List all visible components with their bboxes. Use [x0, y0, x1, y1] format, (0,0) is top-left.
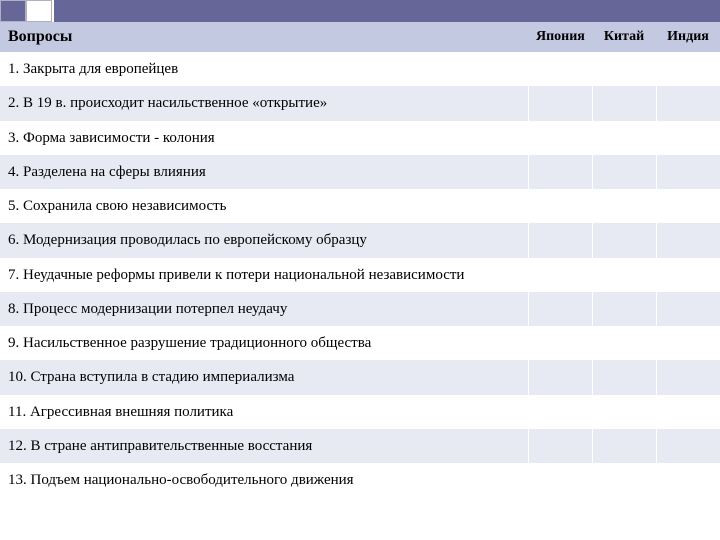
question-cell: 10. Страна вступила в стадию империализм…	[0, 360, 528, 394]
header-china: Китай	[592, 22, 656, 52]
table-row: 9. Насильственное разрушение традиционно…	[0, 326, 720, 360]
question-cell: 7. Неудачные реформы привели к потери на…	[0, 258, 528, 292]
china-cell	[592, 463, 656, 497]
table-row: 11. Агрессивная внешняя политика	[0, 395, 720, 429]
china-cell	[592, 360, 656, 394]
table-row: 10. Страна вступила в стадию империализм…	[0, 360, 720, 394]
india-cell	[656, 121, 720, 155]
japan-cell	[528, 360, 592, 394]
table-row: 8. Процесс модернизации потерпел неудачу	[0, 292, 720, 326]
india-cell	[656, 463, 720, 497]
table-row: 3. Форма зависимости - колония	[0, 121, 720, 155]
india-cell	[656, 292, 720, 326]
china-cell	[592, 189, 656, 223]
japan-cell	[528, 52, 592, 86]
question-cell: 8. Процесс модернизации потерпел неудачу	[0, 292, 528, 326]
china-cell	[592, 292, 656, 326]
question-cell: 3. Форма зависимости - колония	[0, 121, 528, 155]
question-cell: 5. Сохранила свою независимость	[0, 189, 528, 223]
table-row: 2. В 19 в. происходит насильственное «от…	[0, 86, 720, 120]
table-row: 13. Подъем национально-освободительного …	[0, 463, 720, 497]
table-header-row: Вопросы Япония Китай Индия	[0, 22, 720, 52]
table-row: 4. Разделена на сферы влияния	[0, 155, 720, 189]
question-cell: 11. Агрессивная внешняя политика	[0, 395, 528, 429]
japan-cell	[528, 395, 592, 429]
india-cell	[656, 360, 720, 394]
header-japan: Япония	[528, 22, 592, 52]
table-row: 1. Закрыта для европейцев	[0, 52, 720, 86]
china-cell	[592, 429, 656, 463]
question-cell: 1. Закрыта для европейцев	[0, 52, 528, 86]
japan-cell	[528, 155, 592, 189]
comparison-table: Вопросы Япония Китай Индия 1. Закрыта дл…	[0, 22, 720, 497]
japan-cell	[528, 189, 592, 223]
deco-box-filled	[0, 0, 26, 22]
table-row: 12. В стране антиправительственные восст…	[0, 429, 720, 463]
table-body: 1. Закрыта для европейцев 2. В 19 в. про…	[0, 52, 720, 497]
japan-cell	[528, 258, 592, 292]
deco-bar	[54, 0, 720, 22]
table-row: 7. Неудачные реформы привели к потери на…	[0, 258, 720, 292]
india-cell	[656, 155, 720, 189]
japan-cell	[528, 86, 592, 120]
question-cell: 6. Модернизация проводилась по европейск…	[0, 223, 528, 257]
china-cell	[592, 395, 656, 429]
japan-cell	[528, 429, 592, 463]
india-cell	[656, 258, 720, 292]
japan-cell	[528, 292, 592, 326]
china-cell	[592, 258, 656, 292]
india-cell	[656, 189, 720, 223]
india-cell	[656, 429, 720, 463]
question-cell: 9. Насильственное разрушение традиционно…	[0, 326, 528, 360]
china-cell	[592, 121, 656, 155]
question-cell: 4. Разделена на сферы влияния	[0, 155, 528, 189]
table-row: 6. Модернизация проводилась по европейск…	[0, 223, 720, 257]
question-cell: 12. В стране антиправительственные восст…	[0, 429, 528, 463]
japan-cell	[528, 326, 592, 360]
china-cell	[592, 155, 656, 189]
japan-cell	[528, 463, 592, 497]
header-india: Индия	[656, 22, 720, 52]
china-cell	[592, 52, 656, 86]
japan-cell	[528, 223, 592, 257]
japan-cell	[528, 121, 592, 155]
india-cell	[656, 395, 720, 429]
top-decoration	[0, 0, 720, 22]
india-cell	[656, 223, 720, 257]
india-cell	[656, 86, 720, 120]
question-cell: 2. В 19 в. происходит насильственное «от…	[0, 86, 528, 120]
china-cell	[592, 326, 656, 360]
table-row: 5. Сохранила свою независимость	[0, 189, 720, 223]
india-cell	[656, 52, 720, 86]
header-questions: Вопросы	[0, 22, 528, 52]
china-cell	[592, 86, 656, 120]
china-cell	[592, 223, 656, 257]
india-cell	[656, 326, 720, 360]
deco-box-empty	[26, 0, 52, 22]
question-cell: 13. Подъем национально-освободительного …	[0, 463, 528, 497]
